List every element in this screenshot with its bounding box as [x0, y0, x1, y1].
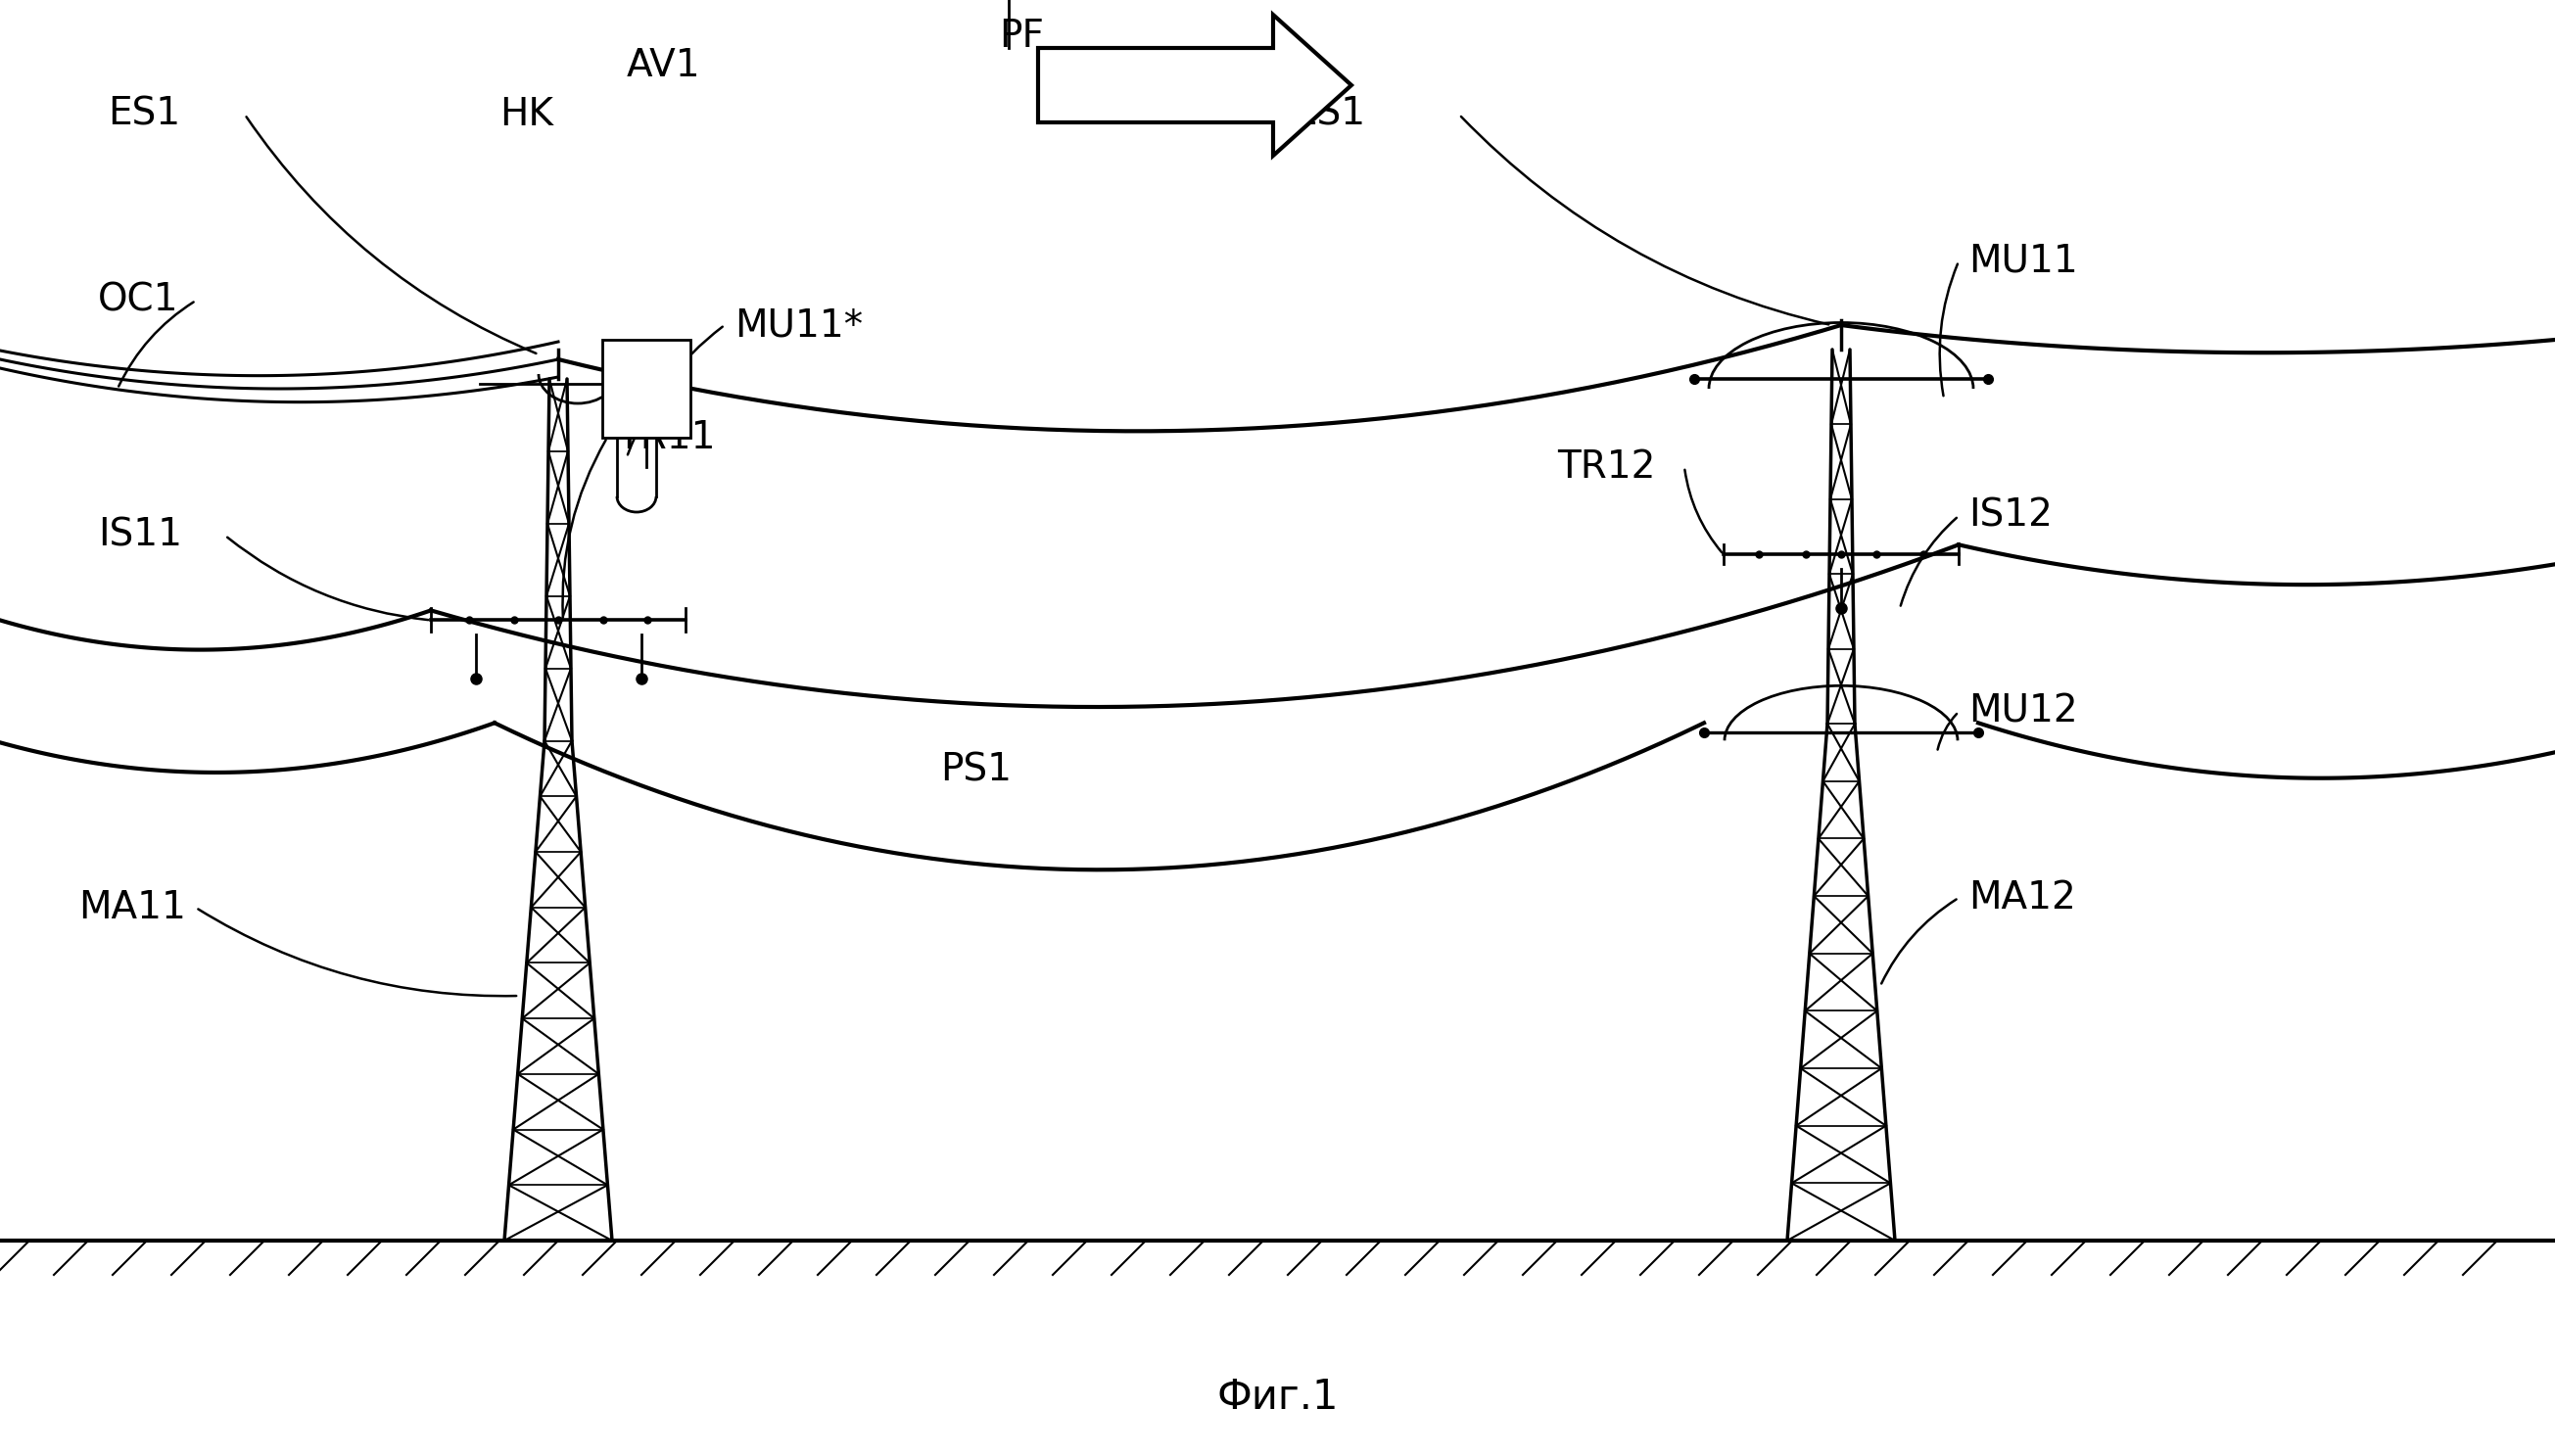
Text: Фиг.1: Фиг.1	[1216, 1377, 1339, 1418]
Text: MU11: MU11	[1967, 243, 2077, 280]
Text: OC1: OC1	[97, 282, 179, 319]
Text: IS12: IS12	[1967, 498, 2052, 534]
Bar	[603, 339, 690, 438]
Text: ES1: ES1	[107, 96, 181, 132]
Text: MA12: MA12	[1967, 879, 2075, 916]
Text: PS1: PS1	[940, 751, 1012, 789]
Text: TR11: TR11	[616, 419, 715, 456]
Text: PF: PF	[999, 17, 1045, 55]
Text: MU11*: MU11*	[733, 306, 864, 344]
Text: MU12: MU12	[1967, 693, 2077, 731]
Text: MA11: MA11	[79, 890, 187, 926]
Text: AV1: AV1	[626, 47, 700, 84]
Text: HK: HK	[498, 96, 554, 132]
Text: TR12: TR12	[1556, 448, 1656, 486]
Text: ES1: ES1	[1293, 96, 1364, 132]
Polygon shape	[1037, 15, 1352, 156]
Text: IS11: IS11	[97, 517, 181, 555]
